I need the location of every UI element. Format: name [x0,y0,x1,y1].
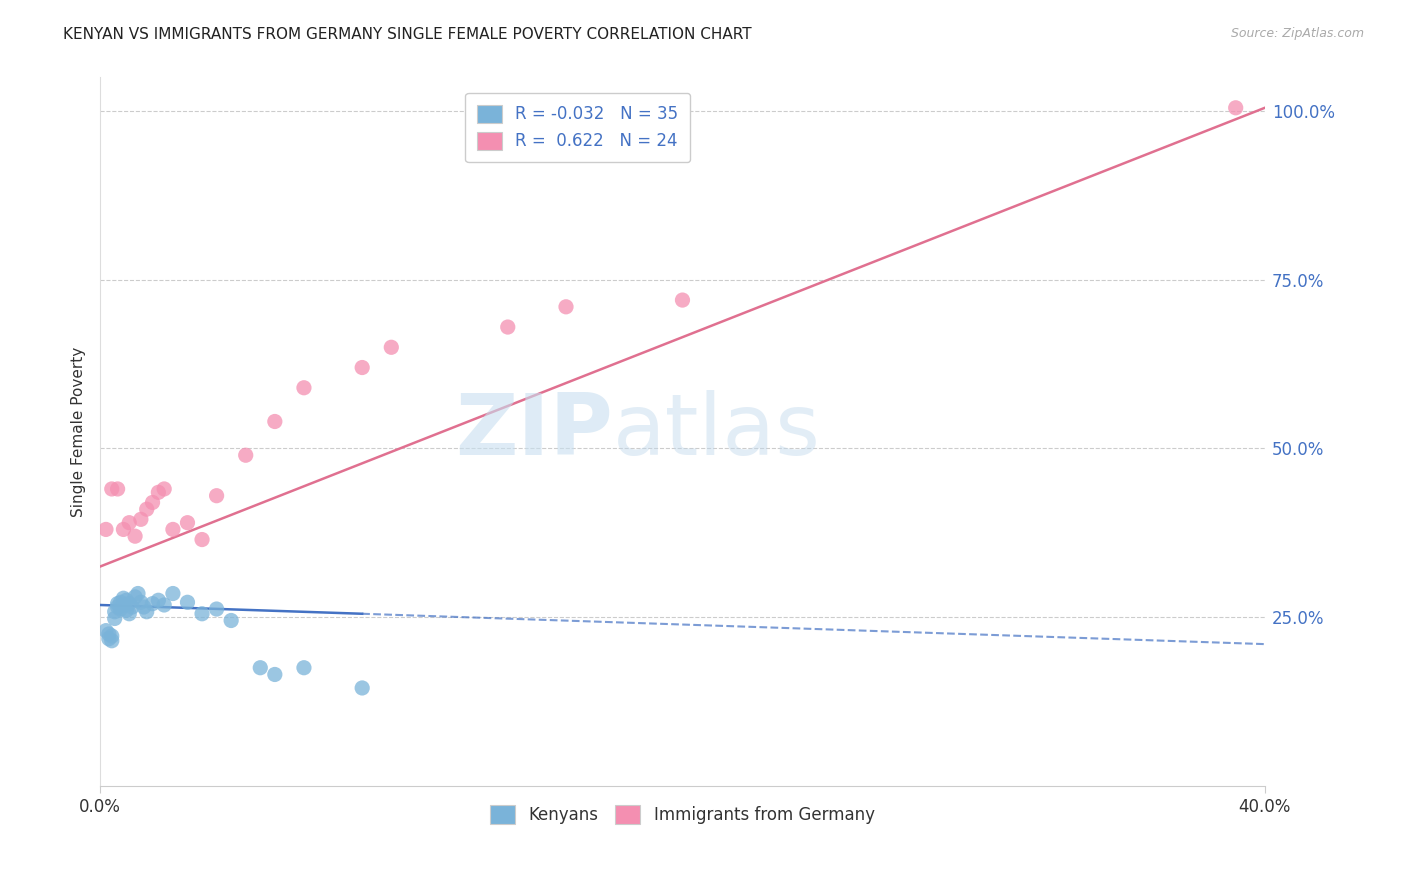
Text: Source: ZipAtlas.com: Source: ZipAtlas.com [1230,27,1364,40]
Text: KENYAN VS IMMIGRANTS FROM GERMANY SINGLE FEMALE POVERTY CORRELATION CHART: KENYAN VS IMMIGRANTS FROM GERMANY SINGLE… [63,27,752,42]
Point [118,597,141,611]
Point [121,600,143,615]
Point [115,603,138,617]
Point [135,605,157,619]
Point [162,523,184,537]
Point [496,320,519,334]
Point [249,661,271,675]
Point [176,516,198,530]
Legend: Kenyans, Immigrants from Germany: Kenyans, Immigrants from Germany [481,796,884,834]
Point [100,482,122,496]
Point [104,611,127,625]
Point [1225,101,1247,115]
Point [235,448,257,462]
Point [153,598,176,612]
Point [118,607,141,621]
Point [135,502,157,516]
Point [176,595,198,609]
Point [127,586,149,600]
Point [107,482,129,496]
Point [263,415,285,429]
Point [380,340,402,354]
Point [97,627,120,641]
Point [104,605,127,619]
Point [124,529,146,543]
Point [219,614,242,628]
Point [162,586,184,600]
Point [148,593,170,607]
Point [115,593,138,607]
Point [263,667,285,681]
Point [148,485,170,500]
Point [118,516,141,530]
Point [153,482,176,496]
Point [129,595,152,609]
Point [671,293,693,307]
Point [100,629,122,643]
Point [107,600,129,615]
Point [107,597,129,611]
Point [112,598,135,612]
Point [129,512,152,526]
Point [112,523,135,537]
Point [112,591,135,606]
Point [94,523,117,537]
Text: atlas: atlas [613,390,821,473]
Point [292,661,315,675]
Point [352,360,374,375]
Point [110,602,132,616]
Text: ZIP: ZIP [456,390,613,473]
Point [205,489,228,503]
Y-axis label: Single Female Poverty: Single Female Poverty [72,346,86,516]
Point [100,633,122,648]
Point [124,590,146,604]
Point [352,681,374,695]
Point [191,607,214,621]
Point [132,600,155,615]
Point [141,597,163,611]
Point [292,381,315,395]
Point [191,533,214,547]
Point [110,595,132,609]
Point [205,602,228,616]
Point [555,300,578,314]
Point [94,624,117,638]
Point [97,632,120,646]
Point [141,495,163,509]
